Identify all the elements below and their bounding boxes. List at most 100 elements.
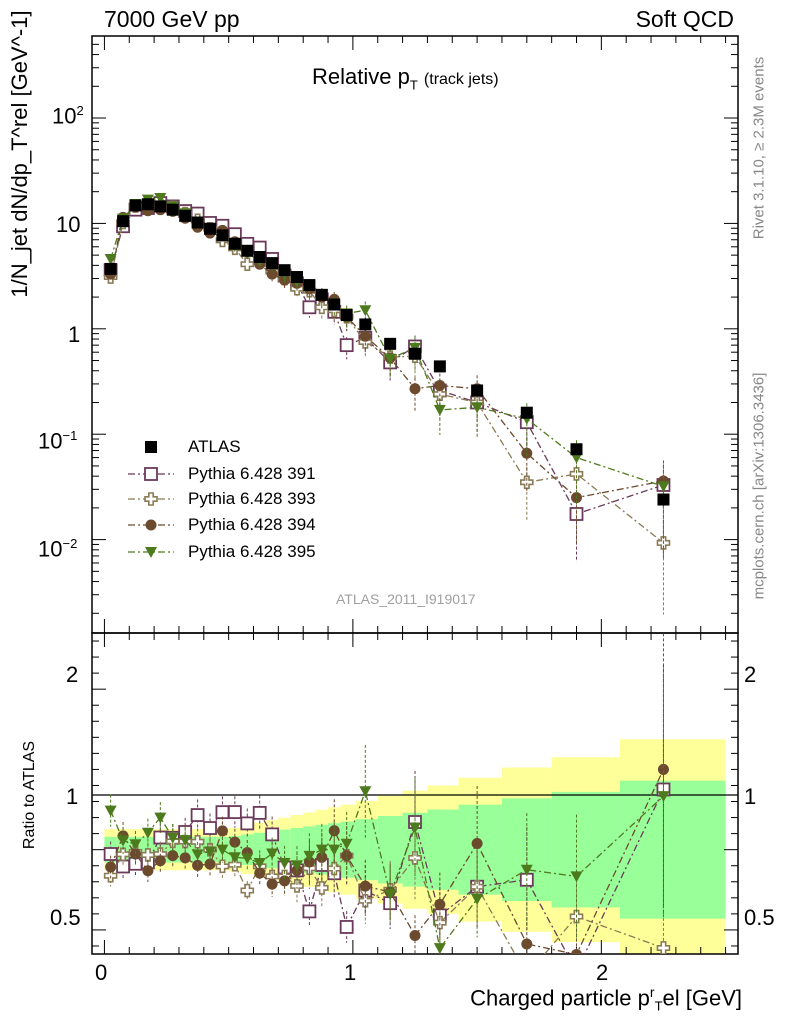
series-line: [110, 197, 664, 487]
ratio-point: [409, 929, 421, 941]
data-point: [141, 198, 154, 211]
y-axis-label: 1/N_jet dN/dp_T^rel [GeV^-1]: [7, 10, 32, 298]
ratio-point: [141, 827, 154, 839]
ratio-point: [154, 855, 166, 867]
data-point: [241, 244, 254, 257]
ratio-point: [571, 965, 583, 977]
data-point: [179, 209, 192, 222]
data-point: [228, 237, 241, 250]
ratio-tick-left-1: 1: [66, 784, 79, 809]
ratio-point: [266, 848, 279, 860]
ratio-point: [471, 838, 483, 850]
data-point: [204, 222, 217, 235]
ratio-point: [433, 943, 446, 954]
legend-marker: [144, 492, 158, 506]
ratio-point: [203, 821, 217, 835]
legend-marker: [145, 441, 157, 453]
ratio-point: [570, 871, 583, 883]
data-point: [384, 337, 397, 350]
ratio-point: [141, 848, 155, 862]
main-series-layer: [103, 193, 671, 615]
data-point: [266, 268, 278, 280]
ratio-point: [215, 805, 230, 820]
ratio-point: [302, 904, 317, 919]
header-left: 7000 GeV pp: [104, 6, 240, 32]
ratio-point: [216, 844, 229, 856]
ratio-point: [359, 880, 371, 892]
data-point: [303, 279, 316, 292]
ratio-point: [409, 822, 421, 834]
ratio-tick-right-1: 1: [744, 784, 757, 809]
ratio-line: [110, 789, 664, 950]
data-point: [409, 383, 421, 395]
ratio-point: [657, 763, 669, 775]
ratio-point: [192, 859, 204, 871]
ratio-point: [104, 805, 117, 817]
ratio-point: [191, 849, 204, 861]
series-0: [104, 198, 670, 506]
data-point: [570, 452, 583, 464]
data-point: [433, 404, 446, 416]
data-point: [104, 262, 117, 275]
ratio-point: [142, 865, 154, 877]
data-point: [471, 402, 484, 414]
band-stat: [619, 780, 726, 919]
data-point: [266, 257, 279, 270]
legend-markers: [128, 441, 174, 558]
ratio-point: [315, 881, 329, 895]
legend-marker: [144, 467, 158, 481]
data-point: [117, 215, 130, 228]
data-point: [216, 229, 229, 242]
ratio-point: [359, 786, 372, 798]
data-point: [569, 467, 584, 481]
ratio-point: [204, 846, 217, 858]
series-line: [109, 205, 664, 499]
data-point: [471, 384, 484, 397]
axis-ticks: [92, 35, 738, 954]
data-point: [315, 288, 328, 301]
ratio-series-layer: [103, 633, 671, 977]
side-text-lower: mcplots.cern.ch [arXiv:1306.3436]: [750, 372, 768, 600]
ratio-tick-right-0.5: 0.5: [744, 905, 775, 930]
ratio-point: [278, 858, 291, 870]
data-point: [339, 338, 354, 353]
ratio-point: [384, 889, 397, 901]
series-line: [110, 202, 664, 515]
ratio-point: [228, 857, 242, 872]
ratio-tick-left-2: 2: [66, 662, 79, 687]
data-point: [384, 353, 397, 365]
band-stat: [355, 819, 378, 881]
y-tick-label-1e-2: 10−2: [38, 536, 78, 562]
data-point: [359, 318, 372, 331]
ratio-point: [408, 851, 422, 865]
ratio-point: [252, 805, 267, 820]
ratio-point: [129, 839, 142, 851]
ratio-point: [241, 853, 254, 865]
ratio-point: [240, 883, 255, 898]
ratio-point: [341, 850, 353, 862]
legend-label-395: Pythia 6.428 395: [188, 542, 316, 561]
legend-marker: [145, 547, 157, 558]
data-point: [154, 193, 167, 205]
band-stat: [427, 809, 459, 890]
legend-label-atlas: ATLAS: [188, 437, 241, 456]
data-point: [520, 406, 533, 419]
ratio-point: [316, 851, 328, 863]
ratio-point: [228, 852, 241, 864]
data-point: [328, 298, 341, 311]
data-point: [434, 379, 446, 391]
y-tick-label-1: 1: [68, 322, 81, 347]
x-tick-label-1: 1: [344, 960, 357, 985]
title-note: (track jets): [423, 71, 499, 88]
ratio-point: [571, 948, 582, 954]
data-point: [290, 271, 303, 284]
ratio-point: [290, 879, 304, 893]
ratio-point: [129, 848, 141, 860]
ratio-point: [339, 920, 354, 934]
data-point: [657, 493, 670, 506]
ratio-point: [340, 838, 353, 850]
analysis-watermark: ATLAS_2011_I919017: [336, 591, 476, 607]
data-point: [570, 443, 583, 456]
ratio-point: [190, 808, 205, 822]
